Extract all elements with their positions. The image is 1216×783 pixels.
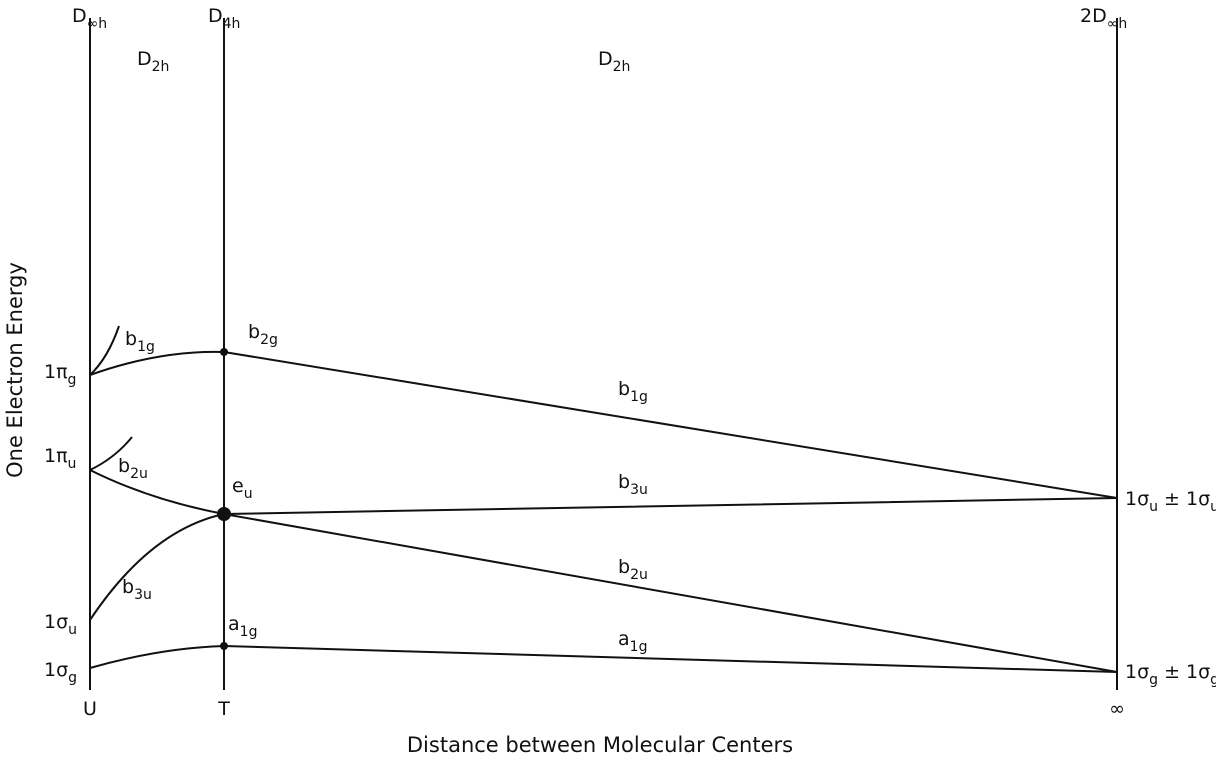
label-text: 1σ [1125, 661, 1149, 683]
label: a1g [618, 628, 647, 655]
subscript: u [68, 456, 77, 472]
subscript: 2g [260, 332, 278, 348]
label-text: D [137, 48, 152, 70]
label-text: ∞ [1109, 698, 1125, 720]
label: b1g [618, 378, 648, 405]
label: T [217, 698, 230, 720]
subscript: g [1210, 672, 1216, 688]
label: 1σu ± 1σu [1125, 488, 1216, 515]
label: D∞h [72, 5, 107, 32]
label: b1g [125, 328, 155, 355]
label-text: b [618, 471, 630, 493]
label: eu [232, 475, 253, 502]
label-text: 2D [1080, 5, 1107, 27]
subscript: 3u [134, 587, 152, 603]
point [217, 507, 231, 521]
subscript: u [68, 622, 77, 638]
label-text: b [125, 328, 137, 350]
label-text: D [598, 48, 613, 70]
label-text: D [208, 5, 223, 27]
label: 1σu [44, 611, 77, 638]
subscript: u [1210, 499, 1216, 515]
label-text: 1π [44, 445, 68, 467]
label: D2h [598, 48, 630, 75]
subscript: 1g [630, 639, 648, 655]
subscript: g [68, 670, 77, 686]
label: D4h [208, 5, 240, 32]
subscript: 2h [152, 59, 170, 75]
label: b3u [618, 471, 648, 498]
label: a1g [228, 613, 257, 640]
label: 1σg [44, 659, 77, 686]
label: b2u [618, 556, 648, 583]
label-text: ± 1σ [1158, 661, 1210, 683]
y-axis-title: One Electron Energy [3, 262, 27, 478]
label-text: b [122, 576, 134, 598]
label: ∞ [1109, 698, 1125, 720]
label: D2h [137, 48, 169, 75]
label-text: b [618, 556, 630, 578]
subscript: 1g [137, 339, 155, 355]
subscript: ∞h [87, 16, 108, 32]
label: b2g [248, 321, 278, 348]
x-axis-title: Distance between Molecular Centers [407, 733, 793, 757]
label-text: b [118, 455, 130, 477]
subscript: g [1149, 672, 1158, 688]
label-text: T [217, 698, 230, 720]
label-text: b [248, 321, 260, 343]
label-text: ± 1σ [1158, 488, 1210, 510]
level-line [89, 325, 120, 376]
label-text: 1π [44, 361, 68, 383]
point [220, 642, 228, 650]
level-line [89, 644, 1118, 673]
subscript: u [1149, 499, 1158, 515]
label-text: 1σ [44, 659, 68, 681]
label: b2u [118, 455, 148, 482]
subscript: 2h [613, 59, 631, 75]
label: 2D∞h [1080, 5, 1127, 32]
label-text: b [618, 378, 630, 400]
label-text: 1σ [44, 611, 68, 633]
level-line [89, 512, 1118, 673]
subscript: 1g [630, 389, 648, 405]
subscript: ∞h [1107, 16, 1128, 32]
subscript: g [68, 372, 77, 388]
level-line [89, 350, 1118, 499]
label-text: D [72, 5, 87, 27]
level-line [89, 436, 133, 471]
label-text: a [618, 628, 630, 650]
label-text: a [228, 613, 240, 635]
point [220, 348, 228, 356]
diagram-lines [89, 18, 1118, 690]
label: 1σg ± 1σg [1125, 661, 1216, 688]
label: 1πg [44, 361, 76, 388]
label: b3u [122, 576, 152, 603]
subscript: 2u [130, 466, 148, 482]
subscript: 1g [240, 624, 258, 640]
label: 1πu [44, 445, 76, 472]
label-text: 1σ [1125, 488, 1149, 510]
subscript: 4h [223, 16, 241, 32]
label-text: e [232, 475, 244, 497]
label-text: U [83, 698, 97, 720]
subscript: 2u [630, 567, 648, 583]
subscript: u [244, 486, 253, 502]
subscript: 3u [630, 482, 648, 498]
label: U [83, 698, 97, 720]
